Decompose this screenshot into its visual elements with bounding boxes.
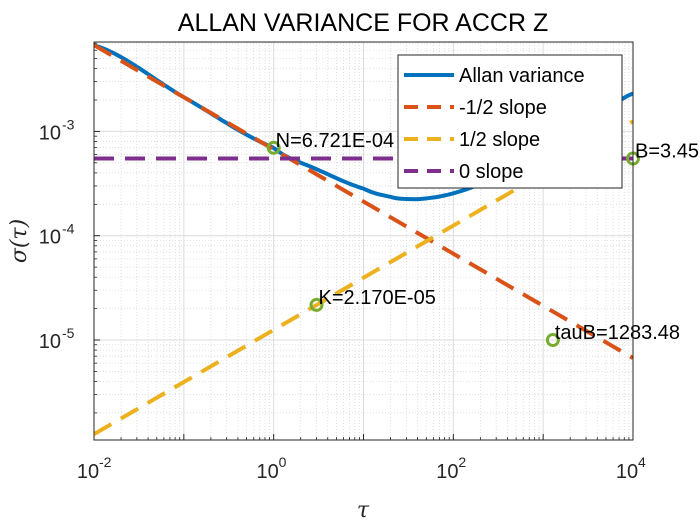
x-tick-exponent: 0: [279, 454, 287, 470]
x-tick-label: 10 2: [436, 454, 466, 483]
marker-annotation: B=3.459E-04: [635, 140, 700, 162]
series-line-2: [94, 43, 633, 360]
tick-layer: [93, 42, 634, 440]
legend-label: 1/2 slope: [459, 129, 540, 151]
x-tick-labels: 10 -2 10 0 10 2 10 4: [77, 454, 646, 483]
legend-entry: 1/2 slope: [404, 129, 540, 151]
y-tick-base: 10: [39, 122, 61, 144]
y-tick-label: 10 -3: [39, 116, 75, 144]
marker-annotation: N=6.721E-04: [276, 130, 394, 152]
y-tick-exponent: -4: [62, 221, 75, 237]
marker-layer: N=6.721E-04 K=2.170E-05 tauB=1283.48 B=3.45…: [266, 130, 700, 348]
y-tick-labels: 10-510-410-3: [39, 116, 75, 353]
marker-point: [309, 297, 324, 312]
marker-annotation: tauB=1283.48: [555, 322, 680, 344]
y-tick-label: 10 -4: [39, 221, 75, 249]
x-tick-label: 10 0: [257, 454, 287, 483]
x-tick-exponent: 2: [458, 454, 466, 470]
marker-annotation: K=2.170E-05: [319, 287, 436, 309]
marker-point: [266, 140, 281, 155]
legend-entry: -1/2 slope: [404, 97, 547, 119]
y-tick-exponent: -5: [62, 325, 75, 341]
legend-label: Allan variance: [459, 65, 585, 87]
series-line-3: [94, 119, 633, 436]
legend: Allan variance -1/2 slope 1/2 slope 0 slope: [397, 54, 623, 189]
y-tick-base: 10: [39, 331, 61, 353]
legend-label: 0 slope: [459, 161, 524, 183]
x-tick-base: 10: [436, 461, 458, 483]
chart-title: ALLAN VARIANCE FOR ACCR Z: [178, 9, 548, 37]
y-tick-base: 10: [39, 227, 61, 249]
x-tick-base: 10: [616, 461, 638, 483]
y-axis-label: σ(τ): [7, 219, 32, 263]
x-axis-label: τ: [357, 498, 370, 523]
legend-entry: 0 slope: [404, 161, 524, 183]
marker-point: [545, 333, 560, 348]
legend-entry: Allan variance: [404, 65, 585, 87]
x-tick-base: 10: [77, 461, 99, 483]
legend-label: -1/2 slope: [459, 97, 547, 119]
y-tick-label: 10 -5: [39, 325, 75, 353]
x-tick-base: 10: [257, 461, 279, 483]
x-tick-exponent: -2: [99, 454, 112, 470]
x-tick-label: 10 4: [616, 454, 646, 483]
x-tick-exponent: 4: [638, 454, 646, 470]
legend-box: [397, 54, 623, 189]
y-tick-exponent: -3: [62, 116, 75, 132]
x-tick-label: 10 -2: [77, 454, 112, 483]
